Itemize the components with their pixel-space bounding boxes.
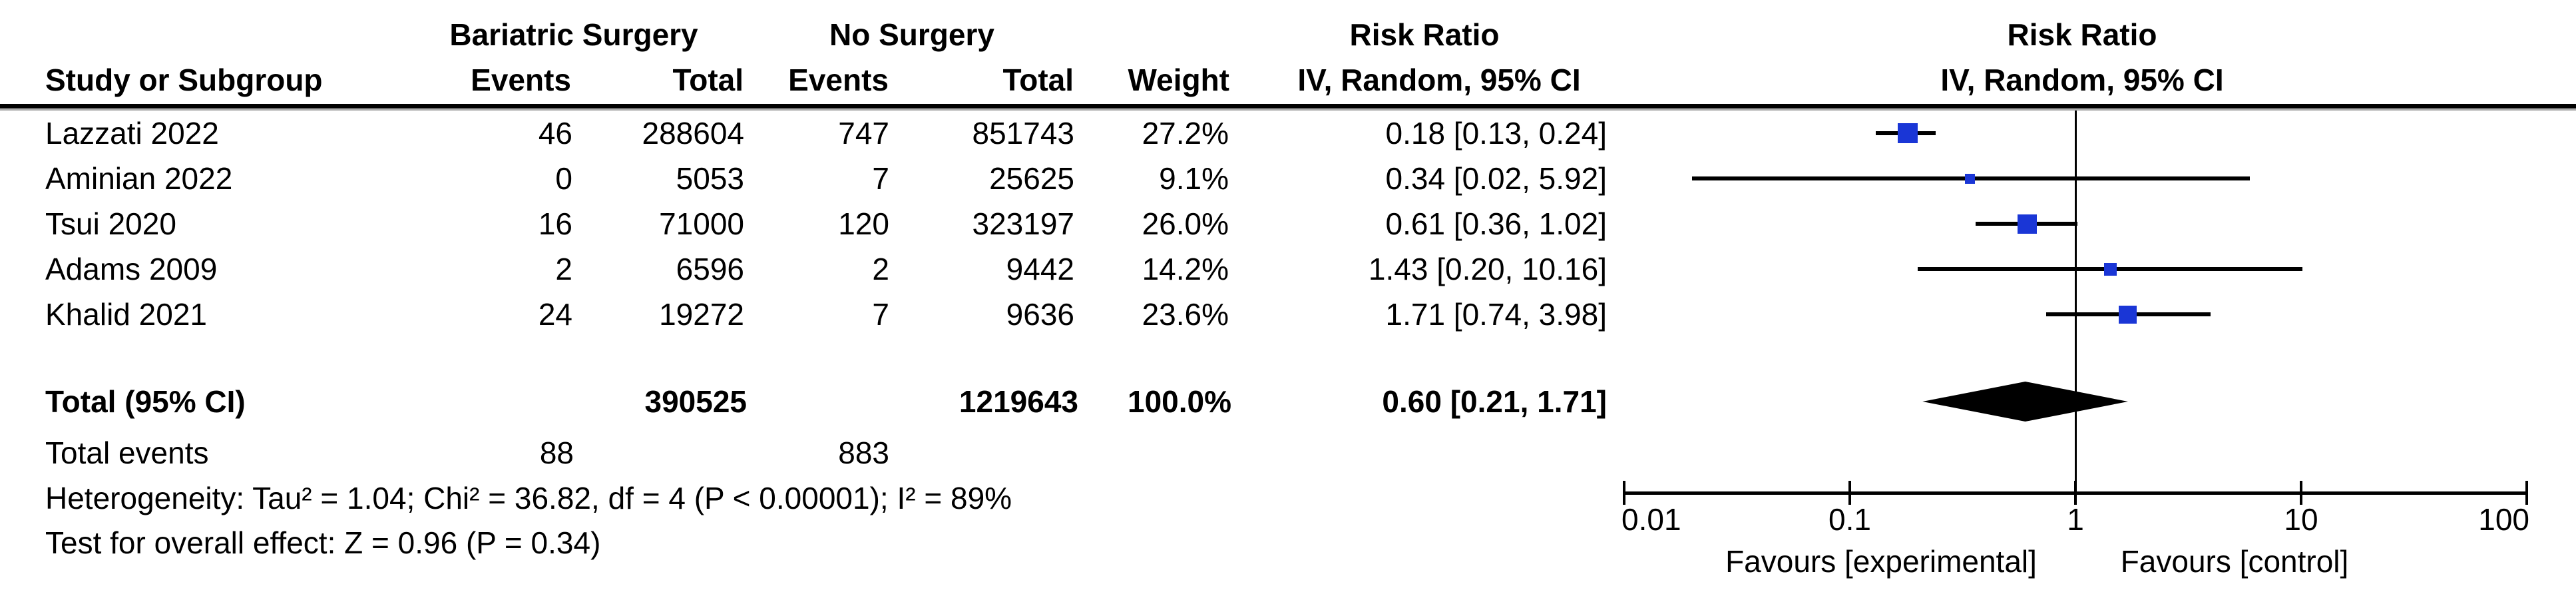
events2-value: 7 bbox=[872, 161, 889, 196]
study-label: Aminian 2022 bbox=[45, 161, 233, 196]
events2-value: 120 bbox=[838, 206, 889, 241]
axis-tick-label: 1 bbox=[2067, 502, 2084, 537]
header-events1-col: Events bbox=[471, 63, 571, 97]
header-effect-method: IV, Random, 95% CI bbox=[1297, 63, 1581, 97]
study-label: Khalid 2021 bbox=[45, 297, 207, 332]
header-total1-col: Total bbox=[672, 63, 744, 97]
total1-value: 71000 bbox=[659, 206, 744, 241]
events1-value: 2 bbox=[555, 252, 572, 286]
favours-experimental-label: Favours [experimental] bbox=[1725, 544, 2037, 579]
header-rule bbox=[0, 104, 2576, 109]
effect-square bbox=[2017, 214, 2037, 234]
header-study-col: Study or Subgroup bbox=[45, 63, 323, 97]
rr-ci-value: 0.34 [0.02, 5.92] bbox=[1385, 161, 1608, 196]
overall-effect-text: Test for overall effect: Z = 0.96 (P = 0… bbox=[45, 525, 601, 560]
header-plot-effect-measure: Risk Ratio bbox=[2007, 17, 2157, 52]
weight-value: 9.1% bbox=[1159, 161, 1229, 196]
axis-tick-label: 100 bbox=[2478, 502, 2529, 537]
weight-value: 27.2% bbox=[1142, 116, 1229, 151]
study-label: Adams 2009 bbox=[45, 252, 218, 286]
total1-value: 6596 bbox=[676, 252, 744, 286]
header-plot-effect-method: IV, Random, 95% CI bbox=[1940, 63, 2224, 97]
effect-square bbox=[1964, 173, 1975, 184]
weight-value: 26.0% bbox=[1142, 206, 1229, 241]
header-total2-col: Total bbox=[1002, 63, 1074, 97]
events2-value: 2 bbox=[872, 252, 889, 286]
total1-value: 19272 bbox=[659, 297, 744, 332]
header-group-control: No Surgery bbox=[829, 17, 994, 52]
total-row-total2: 1219643 bbox=[959, 384, 1078, 419]
total-row-rr: 0.60 [0.21, 1.71] bbox=[1382, 384, 1607, 419]
header-events2-col: Events bbox=[788, 63, 889, 97]
effect-square bbox=[2119, 305, 2137, 324]
events1-value: 0 bbox=[555, 161, 572, 196]
total1-value: 288604 bbox=[642, 116, 745, 151]
study-label: Lazzati 2022 bbox=[45, 116, 219, 151]
favours-control-label: Favours [control] bbox=[2120, 544, 2349, 579]
total2-value: 25625 bbox=[989, 161, 1074, 196]
total-row-total1: 390525 bbox=[644, 384, 748, 419]
total-events-ctrl: 883 bbox=[838, 436, 889, 470]
total2-value: 851743 bbox=[972, 116, 1075, 151]
axis-tick bbox=[2074, 481, 2077, 505]
events1-value: 46 bbox=[538, 116, 572, 151]
effect-square bbox=[1897, 123, 1918, 143]
effect-square bbox=[2104, 262, 2117, 276]
rr-ci-value: 0.18 [0.13, 0.24] bbox=[1385, 116, 1608, 151]
overall-diamond bbox=[1922, 382, 2128, 422]
total2-value: 323197 bbox=[972, 206, 1075, 241]
total-events-exp: 88 bbox=[539, 436, 574, 470]
axis-tick bbox=[2300, 481, 2302, 505]
total2-value: 9636 bbox=[1006, 297, 1074, 332]
total2-value: 9442 bbox=[1006, 252, 1074, 286]
total-row-weight: 100.0% bbox=[1127, 384, 1231, 419]
axis-tick bbox=[1848, 481, 1851, 505]
axis-tick-label: 0.01 bbox=[1621, 502, 1681, 537]
total-row-label: Total (95% CI) bbox=[45, 384, 246, 419]
rr-ci-value: 1.71 [0.74, 3.98] bbox=[1385, 297, 1608, 332]
study-label: Tsui 2020 bbox=[45, 206, 176, 241]
header-weight-col: Weight bbox=[1128, 63, 1229, 97]
rr-ci-value: 0.61 [0.36, 1.02] bbox=[1385, 206, 1608, 241]
events1-value: 24 bbox=[538, 297, 572, 332]
axis-tick bbox=[2525, 481, 2528, 505]
plot-null-line bbox=[2075, 111, 2077, 504]
events2-value: 747 bbox=[838, 116, 889, 151]
weight-value: 23.6% bbox=[1142, 297, 1229, 332]
total-events-label: Total events bbox=[45, 436, 209, 470]
events2-value: 7 bbox=[872, 297, 889, 332]
axis-tick bbox=[1623, 481, 1625, 505]
axis-tick-label: 10 bbox=[2284, 502, 2318, 537]
header-rule-shadow bbox=[0, 109, 2576, 111]
rr-ci-value: 1.43 [0.20, 10.16] bbox=[1368, 252, 1607, 286]
header-group-experimental: Bariatric Surgery bbox=[449, 17, 698, 52]
total1-value: 5053 bbox=[676, 161, 744, 196]
axis-tick-label: 0.1 bbox=[1828, 502, 1871, 537]
header-effect-measure: Risk Ratio bbox=[1349, 17, 1500, 52]
heterogeneity-text: Heterogeneity: Tau² = 1.04; Chi² = 36.82… bbox=[45, 481, 1012, 515]
events1-value: 16 bbox=[538, 206, 572, 241]
weight-value: 14.2% bbox=[1142, 252, 1229, 286]
